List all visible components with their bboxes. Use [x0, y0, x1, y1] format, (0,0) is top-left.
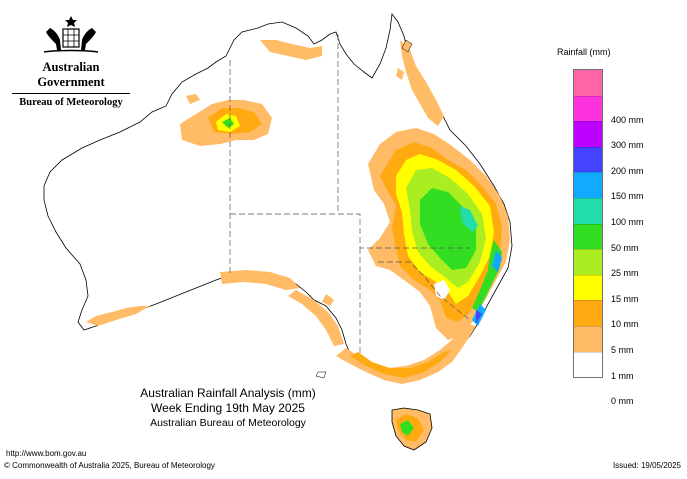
branding-divider — [12, 93, 130, 94]
legend-label: 1 mm — [611, 370, 634, 381]
legend-swatch — [574, 70, 602, 96]
bureau-name: Bureau of Meteorology — [19, 97, 123, 108]
map-title: Australian Rainfall Analysis (mm) Week E… — [118, 386, 338, 429]
title-line-2: Week Ending 19th May 2025 — [151, 401, 305, 415]
coat-of-arms-icon — [43, 16, 99, 53]
legend-swatch — [574, 300, 602, 326]
legend-swatch — [574, 172, 602, 198]
legend-label: 15 mm — [611, 293, 639, 304]
legend-title: Rainfall (mm) — [557, 47, 611, 57]
legend-label: 300 mm — [611, 140, 644, 151]
legend-label: 10 mm — [611, 319, 639, 330]
legend-swatch — [574, 274, 602, 301]
legend-label: 400 mm — [611, 114, 644, 125]
legend-label: 200 mm — [611, 165, 644, 176]
legend-label: 50 mm — [611, 242, 639, 253]
rainfall-legend — [573, 69, 603, 379]
legend-swatch — [574, 351, 602, 378]
legend-swatch — [574, 223, 602, 250]
government-branding: Australian Government Bureau of Meteorol… — [8, 14, 134, 108]
legend-label: 150 mm — [611, 191, 644, 202]
legend-label: 5 mm — [611, 345, 634, 355]
legend-swatch — [574, 325, 602, 352]
legend-label: 0 mm — [611, 396, 634, 407]
state-borders — [229, 34, 471, 356]
legend-label: 100 mm — [611, 217, 644, 227]
government-name: Australian Government — [37, 60, 105, 89]
australia-mainland — [43, 12, 513, 379]
rainfall-fills — [86, 40, 510, 384]
title-line-1: Australian Rainfall Analysis (mm) — [140, 386, 316, 400]
legend-swatch — [574, 121, 602, 147]
website-url[interactable]: http://www.bom.gov.au — [6, 449, 87, 458]
issued-date: Issued: 19/05/2025 — [612, 461, 681, 470]
copyright-notice: © Commonwealth of Australia 2025, Bureau… — [4, 461, 215, 470]
legend-label: 25 mm — [611, 268, 639, 279]
legend-swatch — [574, 249, 602, 275]
legend-swatch — [574, 146, 602, 173]
title-line-3: Australian Bureau of Meteorology — [150, 417, 306, 429]
legend-swatch — [574, 197, 602, 224]
legend-swatch — [574, 95, 602, 122]
